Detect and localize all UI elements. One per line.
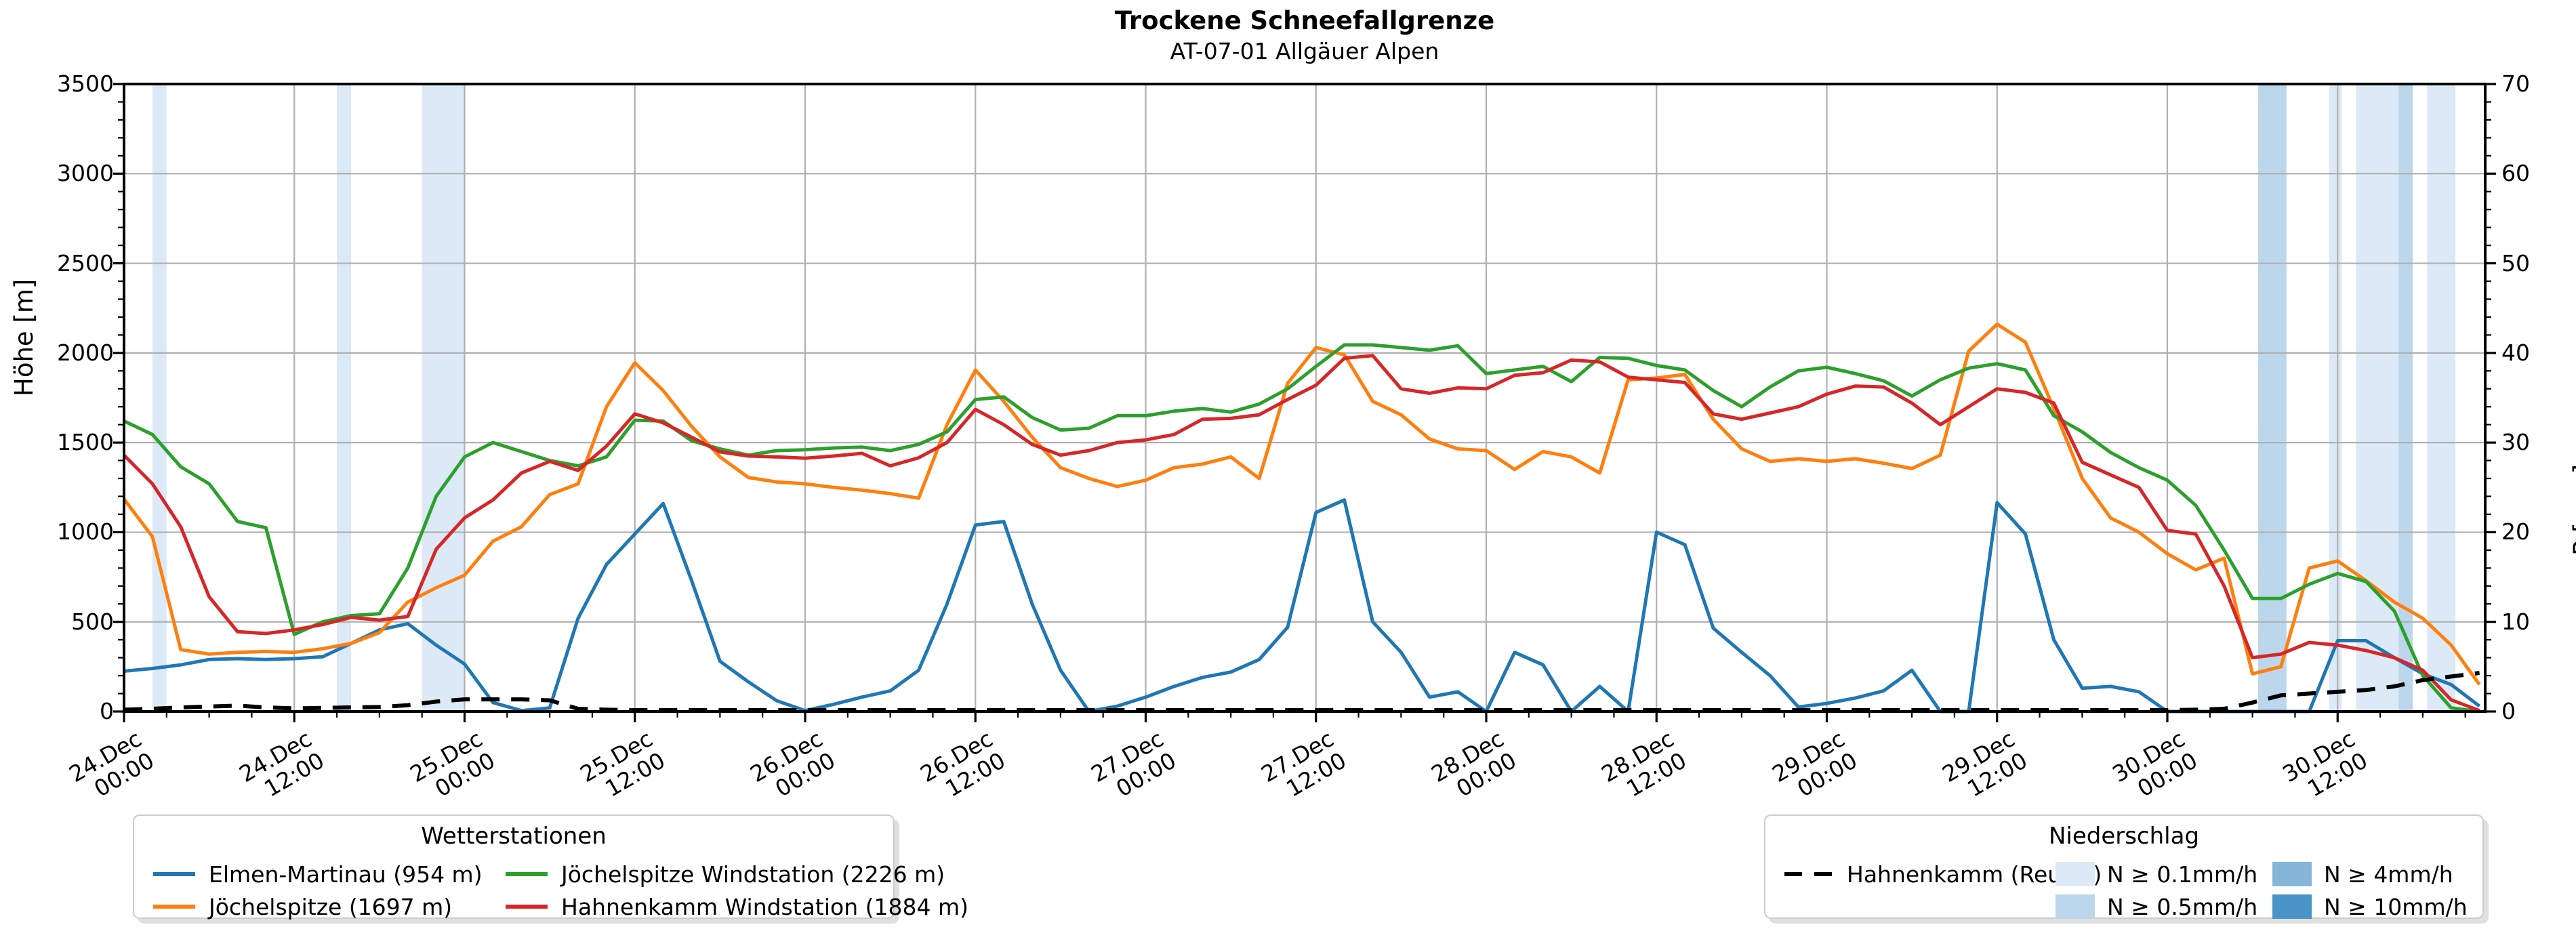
right-tick-label: 70 [2501,70,2530,97]
x-tick-label: 26.Dec 12:00 [916,725,1010,802]
x-tick-label: 30.Dec 00:00 [2108,725,2202,802]
precip-band [2258,84,2287,711]
right-tick-label: 10 [2501,608,2530,635]
x-tick-label: 27.Dec 00:00 [1086,725,1181,802]
x-tick-label: 24.Dec 00:00 [64,725,159,802]
precip-band [2398,84,2413,711]
legend-reutte-item: Hahnenkamm (Reutte) [1784,858,2102,890]
legend-precip-title: Niederschlag [2048,823,2200,850]
left-tick-label: 3500 [57,70,114,97]
left-tick-label: 500 [71,608,114,635]
left-tick-label: 2000 [57,339,114,366]
precip-band [152,84,167,711]
left-axis-label: Höhe [m] [9,278,39,396]
legend-precip-label: N ≥ 0.5mm/h [2107,893,2258,920]
x-tick-label: 26.Dec 00:00 [745,725,840,802]
chart-title: Trockene Schneefallgrenze [1114,6,1495,35]
legend-precip: Niederschlag Hahnenkamm (Reutte) N ≥ 0.1m… [1764,814,2484,920]
x-tick-label: 29.Dec 12:00 [1937,725,2032,802]
legend-station-item: Elmen-Martinau (954 m) [153,858,485,890]
series-j-chelspitze-1697-m- [123,323,2481,686]
right-tick-label: 0 [2501,698,2516,724]
precip-band [2356,84,2399,711]
left-tick-label: 0 [100,698,114,724]
legend-station-label: Elmen-Martinau (954 m) [209,861,483,888]
legend-station-label: Jöchelspitze (1697 m) [209,893,453,920]
precip-band [2427,84,2456,711]
legend-empty-cell [1784,890,2035,923]
precip-swatch [2272,862,2312,886]
precip-swatch [2056,894,2095,919]
left-tick-label: 2500 [57,249,114,276]
legend-line-swatch [506,872,548,876]
legend-precip-label: N ≥ 4mm/h [2324,861,2453,888]
right-tick-label: 30 [2501,429,2530,456]
legend-line-swatch [153,905,195,909]
left-tick-label: 1500 [57,429,114,456]
legend-precip-item: N ≥ 10mm/h [2272,890,2468,923]
precip-band [422,84,465,711]
legend-precip-label: N ≥ 10mm/h [2324,893,2468,920]
legend-station-item: Jöchelspitze (1697 m) [153,890,485,923]
x-tick-label: 27.Dec 12:00 [1256,725,1351,802]
precip-swatch [2272,894,2312,919]
legend-line-swatch [153,872,195,876]
legend-station-item: Jöchelspitze Windstation (2226 m) [506,858,945,890]
axes-spines [123,83,2487,713]
x-tick-label: 28.Dec 00:00 [1427,725,1521,802]
x-tick-label: 24.Dec 12:00 [234,725,329,802]
chart-subtitle: AT-07-01 Allgäuer Alpen [1170,38,1439,64]
x-tick-label: 30.Dec 12:00 [2278,725,2373,802]
left-tick-label: 3000 [57,160,114,187]
precip-swatch [2056,862,2095,886]
right-tick-label: 50 [2501,249,2530,276]
right-tick-label: 60 [2501,160,2530,187]
series-elmen-martinau-954-m- [123,498,2481,714]
series-j-chelspitze-windstation-2226-m- [123,343,2480,714]
legend-precip-item: N ≥ 4mm/h [2272,858,2455,890]
legend-precip-item: N ≥ 0.5mm/h [2056,890,2257,923]
legend-station-item: Hahnenkamm Windstation (1884 m) [506,890,968,923]
legend-stations: Wetterstationen Elmen-Martinau (954 m) Jö… [133,814,968,920]
plot-area [113,83,2496,722]
legend-precip-label: N ≥ 0.1mm/h [2107,861,2258,888]
series-hahnenkamm-windstation-1884-m- [123,354,2480,713]
legend-stations-title: Wetterstationen [421,823,607,850]
legend-line-swatch [506,905,548,909]
x-tick-label: 28.Dec 12:00 [1597,725,1692,802]
legend-precip-item: N ≥ 0.1mm/h [2056,858,2257,890]
x-tick-label: 25.Dec 12:00 [575,725,670,802]
legend-station-label: Jöchelspitze Windstation (2226 m) [561,861,945,888]
left-tick-label: 1000 [57,518,114,545]
legend-station-label: Hahnenkamm Windstation (1884 m) [561,893,968,920]
right-tick-label: 20 [2501,518,2530,545]
x-tick-label: 29.Dec 00:00 [1767,725,1862,802]
precip-band [2329,84,2342,711]
plot-svg [113,83,2496,722]
x-tick-label: 25.Dec 00:00 [405,725,499,802]
precip-band [337,84,351,711]
right-tick-label: 40 [2501,339,2530,366]
legend-dashed-swatch [1784,872,1833,876]
